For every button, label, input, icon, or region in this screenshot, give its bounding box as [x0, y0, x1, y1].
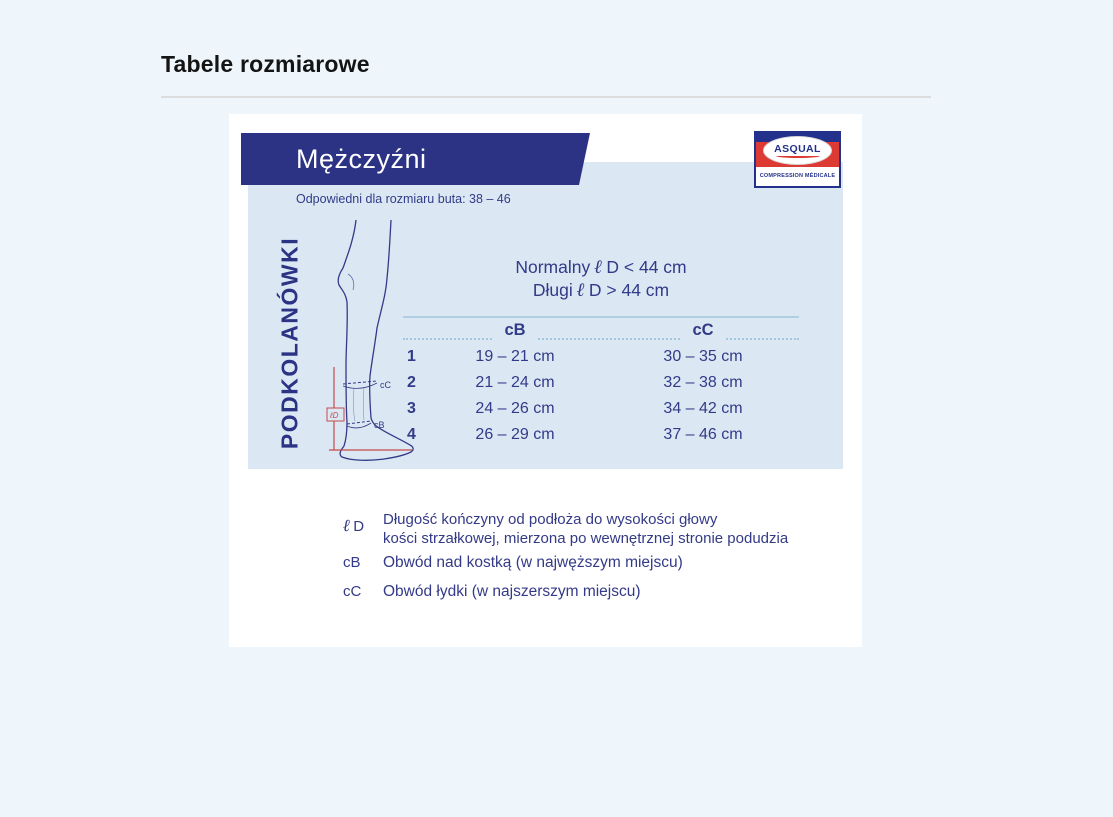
legend-cb-text: Obwód nad kostką (w najwęższym miejscu) [383, 554, 683, 571]
length-variant-long: Długi ℓ D > 44 cm [403, 279, 799, 302]
knee-line [347, 273, 355, 291]
column-header-cc: cC [680, 321, 726, 340]
legend-cc-symbol: cC [343, 583, 362, 600]
leg-diagram: cC cB ℓD [326, 219, 414, 461]
cb-label: cB [374, 420, 385, 430]
cb-value: 26 – 29 cm [475, 426, 555, 443]
size-chart-card: Mężczyźni ASQUAL COMPRESSION MÉDICALE Od… [229, 114, 862, 647]
legend-ld-script: ℓ [343, 516, 351, 536]
asqual-logo: ASQUAL COMPRESSION MÉDICALE [754, 131, 841, 188]
table-row: 3 24 – 26 cm 34 – 42 cm [403, 397, 799, 423]
size-number: 2 [407, 374, 416, 391]
gender-banner: Mężczyźni [241, 133, 590, 185]
length-normal-condition: D < 44 cm [606, 257, 687, 277]
column-header-cb: cB [492, 321, 538, 340]
legend-ld-letter: D [353, 518, 365, 535]
cb-arc [346, 422, 372, 429]
product-type-vertical-label: PODKOLANÓWKI [276, 236, 303, 450]
size-table-body: 1 19 – 21 cm 30 – 35 cm 2 21 – 24 cm 32 … [403, 345, 799, 449]
table-header-dotted-rule [403, 338, 799, 340]
length-variants: Normalny ℓ D < 44 cm Długi ℓ D > 44 cm [403, 256, 799, 302]
logo-brand-text: ASQUAL [774, 142, 821, 155]
length-normal-label: Normalny [515, 257, 591, 277]
cc-value: 30 – 35 cm [663, 348, 743, 365]
size-number: 3 [407, 400, 416, 417]
legend-cb-symbol: cB [343, 554, 361, 571]
gender-banner-label: Mężczyźni [296, 143, 427, 174]
table-row: 4 26 – 29 cm 37 – 46 cm [403, 423, 799, 449]
cc-dashed-line [342, 380, 378, 385]
script-l-symbol: ℓ [594, 256, 603, 278]
legend-ld-line1: Długość kończyny od podłoża do wysokości… [383, 511, 718, 528]
size-number: 4 [407, 426, 416, 443]
size-number: 1 [407, 348, 416, 365]
leg-outline [337, 219, 414, 461]
cb-value: 21 – 24 cm [475, 374, 555, 391]
logo-subtitle: COMPRESSION MÉDICALE [759, 172, 836, 179]
cb-value: 19 – 21 cm [475, 348, 555, 365]
cb-dashed-line [346, 420, 372, 425]
table-top-rule [403, 316, 799, 318]
table-row: 2 21 – 24 cm 32 – 38 cm [403, 371, 799, 397]
sock-line [362, 386, 365, 421]
legend-ld-text: Długość kończyny od podłoża do wysokości… [383, 511, 788, 548]
logo-swoosh-underline [775, 154, 820, 158]
table-row: 1 19 – 21 cm 30 – 35 cm [403, 345, 799, 371]
title-divider [161, 96, 931, 98]
ld-label: ℓD [329, 411, 339, 420]
cb-value: 24 – 26 cm [475, 400, 555, 417]
length-long-condition: D > 44 cm [588, 280, 670, 300]
ld-label-box [326, 407, 345, 422]
cc-value: 32 – 38 cm [663, 374, 743, 391]
length-long-label: Długi [532, 280, 573, 300]
cc-arc [342, 382, 378, 389]
logo-oval: ASQUAL [763, 136, 832, 165]
cc-value: 34 – 42 cm [663, 400, 743, 417]
cc-label: cC [380, 380, 392, 390]
page-title: Tabele rozmiarowe [161, 51, 370, 77]
length-variant-normal: Normalny ℓ D < 44 cm [403, 256, 799, 279]
legend-cc-text: Obwód łydki (w najszerszym miejscu) [383, 583, 641, 600]
script-l-symbol: ℓ [576, 279, 585, 301]
sock-line [353, 387, 356, 422]
shoe-size-note: Odpowiedni dla rozmiaru buta: 38 – 46 [296, 192, 511, 206]
legend-ld-line2: kości strzałkowej, mierzona po wewnętrzn… [383, 529, 789, 547]
table-header-row: cB cC [403, 321, 799, 345]
cc-value: 37 – 46 cm [663, 426, 743, 443]
